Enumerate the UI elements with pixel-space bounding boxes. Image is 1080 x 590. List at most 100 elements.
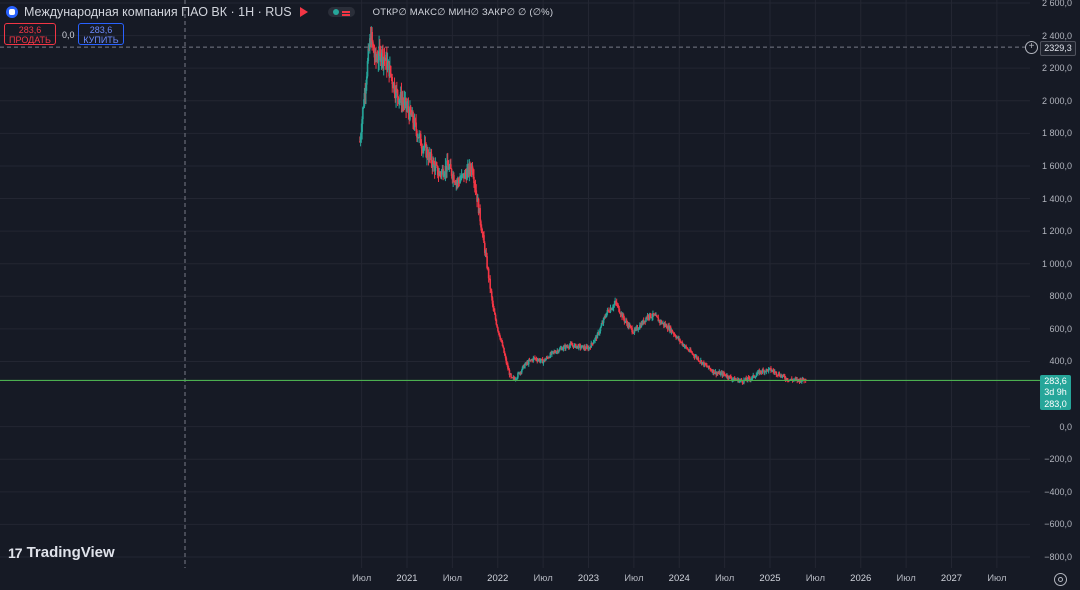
x-tick-label: 2023 (577, 573, 600, 584)
buy-button[interactable]: 283,6 КУПИТЬ (78, 23, 124, 45)
candle-body (491, 297, 494, 304)
candle-body (569, 343, 572, 346)
candle-body (672, 332, 675, 335)
y-tick-label: 1 600,0 (1041, 160, 1072, 171)
candle-body (418, 134, 421, 139)
candle-body (486, 256, 488, 268)
candle-body (625, 320, 628, 324)
candle-body (362, 107, 364, 120)
candle-body (681, 342, 684, 345)
candle-body (439, 172, 441, 174)
candle-body (742, 382, 744, 384)
candle-body (407, 106, 410, 113)
candle-body (672, 332, 674, 334)
candle-body (363, 93, 366, 107)
candle-body (464, 172, 467, 175)
sell-button[interactable]: 283,6 ПРОДАТЬ (4, 23, 56, 45)
candle-body (575, 346, 578, 348)
tradingview-logo[interactable]: 17 TradingView (8, 544, 115, 561)
candle-body (713, 373, 716, 375)
candle-body (487, 268, 490, 279)
candle-body (501, 341, 504, 347)
y-tick-label: −800,0 (1044, 552, 1072, 562)
x-tick-label: Июл (896, 573, 916, 584)
candle-body (477, 198, 480, 214)
candle-body (630, 326, 633, 328)
candle-body (485, 252, 488, 257)
candle-body (488, 278, 491, 280)
candle-body (755, 375, 758, 377)
candle-body (497, 330, 500, 333)
candle-body (713, 369, 715, 374)
candle-body (635, 327, 637, 330)
x-tick-label: 2021 (396, 573, 418, 584)
candle-body (618, 311, 621, 314)
candle-body (495, 319, 498, 325)
candle-body (602, 318, 605, 323)
candle-body (588, 347, 590, 350)
y-tick-label: 1 800,0 (1041, 128, 1072, 139)
candle-body (709, 368, 711, 370)
candle-body (386, 62, 389, 70)
candle-body (777, 375, 779, 377)
x-tick-label: 2024 (668, 573, 690, 584)
candle-body (654, 314, 657, 316)
candle-body (598, 331, 601, 334)
candle-body (519, 371, 522, 375)
candle-body (696, 356, 698, 359)
candle-body (434, 164, 437, 172)
candle-body (709, 368, 712, 371)
candle-body (564, 345, 567, 349)
candle-body (457, 179, 460, 182)
candle-body (745, 377, 748, 381)
candle-body (361, 119, 363, 132)
candle-body (436, 164, 438, 166)
candle-body (391, 77, 394, 85)
candle-body (578, 344, 580, 349)
candle-body (613, 303, 616, 306)
candle-body (489, 278, 491, 289)
candle-body (377, 60, 380, 62)
candle-body (759, 370, 761, 374)
candle-body (617, 305, 620, 307)
candle-body (460, 174, 463, 179)
symbol-title[interactable]: Международная компания ПАО ВК · 1Н · RUS (24, 5, 292, 19)
candle-body (591, 342, 593, 344)
candle-body (594, 338, 596, 341)
candle-body (677, 336, 680, 340)
candle-body (730, 378, 733, 380)
candle-body (366, 61, 369, 77)
candle-body (634, 329, 636, 331)
candle-body (507, 364, 509, 369)
candle-body (571, 344, 573, 346)
candle-body (504, 355, 507, 359)
candle-body (420, 145, 423, 149)
candle-body (500, 339, 502, 341)
bar-countdown-label: 3d 9h (1040, 387, 1071, 398)
y-tick-label: 600,0 (1049, 323, 1072, 334)
candle-body (640, 322, 643, 328)
add-alert-plus-icon[interactable]: + (1025, 41, 1038, 54)
candle-body (666, 324, 668, 329)
candle-body (756, 373, 758, 376)
candle-body (453, 175, 455, 182)
candle-body (698, 360, 701, 362)
candle-body (693, 355, 696, 358)
candle-body (437, 175, 440, 177)
candle-body (743, 379, 745, 383)
time-axis-settings-icon[interactable] (1054, 573, 1067, 586)
candle-body (514, 378, 516, 380)
candle-body (379, 46, 381, 50)
candle-body (371, 31, 373, 42)
candle-body (372, 44, 375, 53)
candle-body (716, 373, 718, 375)
indicator-visibility-toggle[interactable] (327, 7, 355, 17)
y-tick-label: 800,0 (1049, 291, 1072, 302)
candle-body (609, 308, 612, 313)
flag-icon[interactable] (299, 7, 308, 17)
candle-body (778, 373, 781, 376)
y-tick-label: 1 000,0 (1041, 258, 1072, 269)
x-tick-label: 2025 (759, 573, 781, 584)
x-tick-label: Июл (624, 573, 644, 584)
